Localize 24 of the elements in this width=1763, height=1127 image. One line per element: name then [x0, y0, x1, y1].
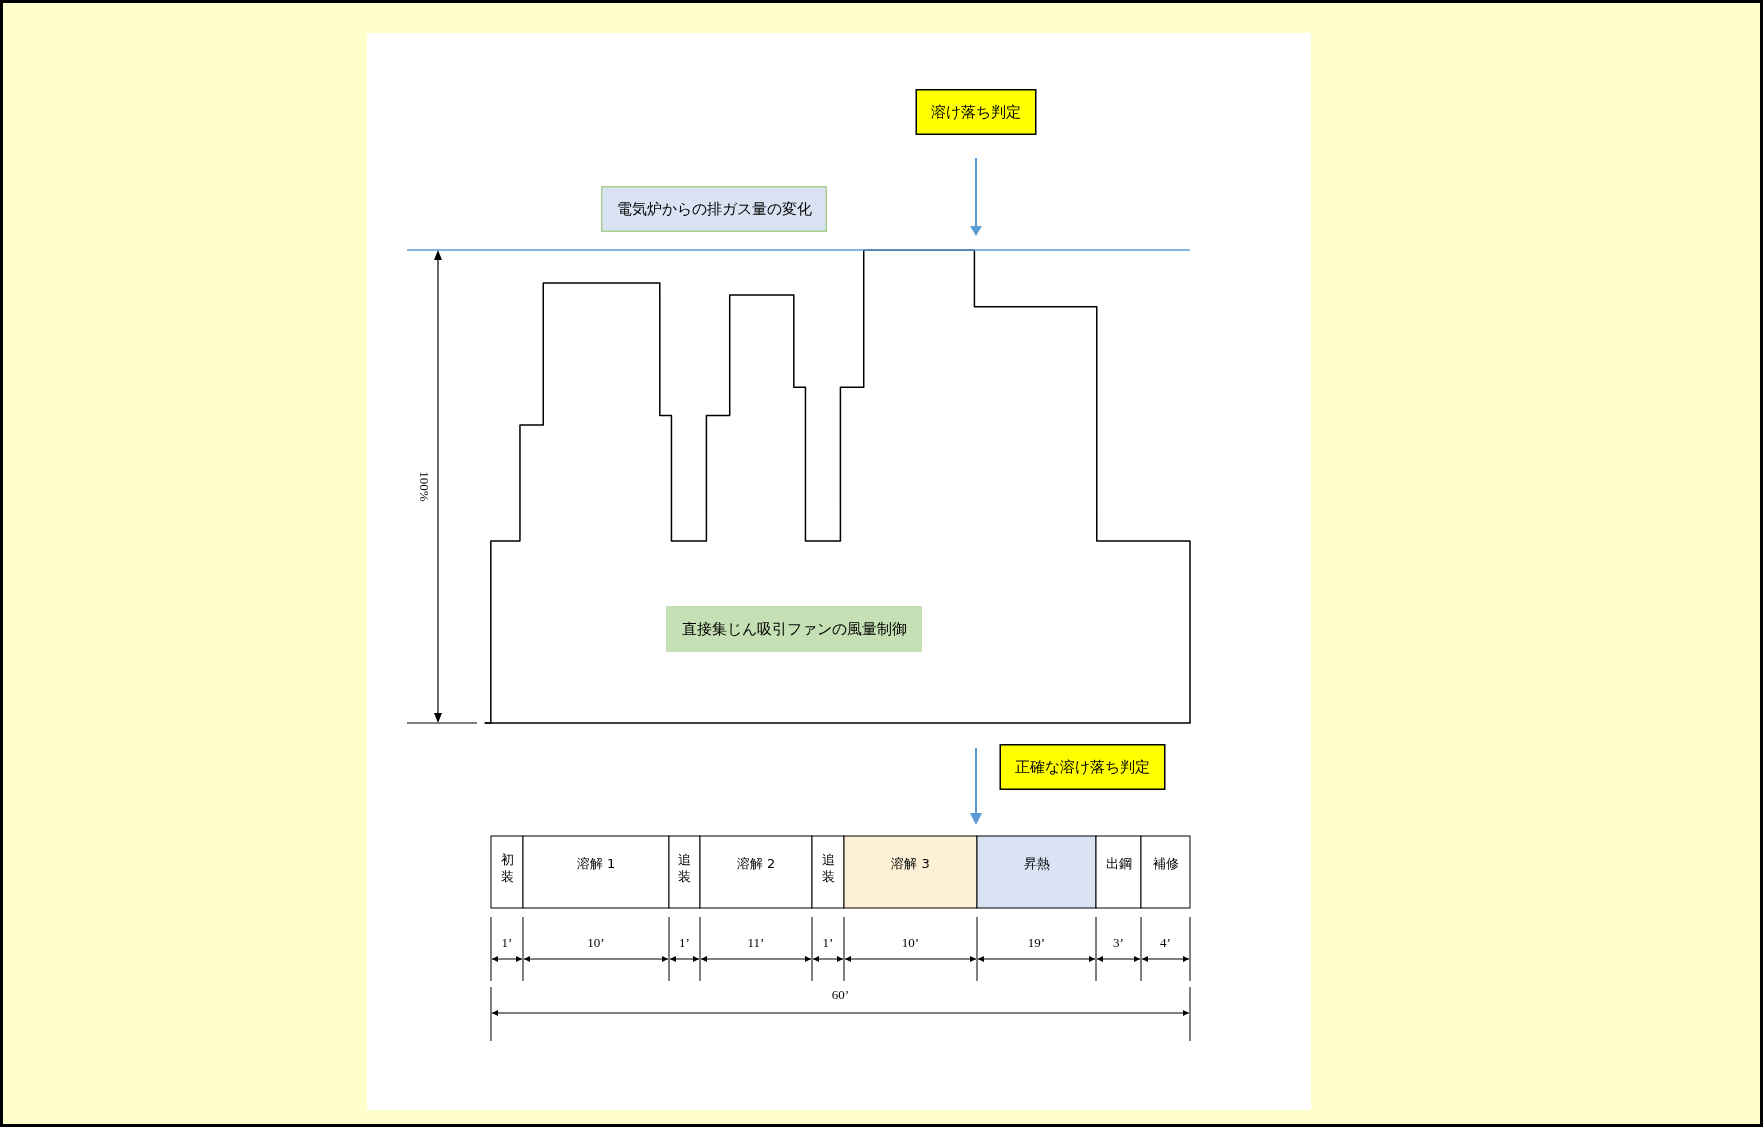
category-label: 溶解 2	[736, 856, 776, 871]
category-label: 昇熱	[1023, 856, 1050, 871]
category-label: 出鋼	[1105, 856, 1132, 871]
text: 1’	[822, 935, 834, 950]
text: 1’	[501, 935, 513, 950]
text: 4’	[1160, 935, 1171, 950]
category-label: 追装	[678, 852, 691, 884]
text: 10’	[587, 935, 605, 950]
category-label: 溶解 3	[891, 856, 930, 871]
category-label: 溶解 1	[576, 856, 616, 871]
text: 3’	[1113, 935, 1124, 950]
text: 10’	[901, 935, 920, 950]
text: 60’	[831, 987, 850, 1002]
text: 電気炉からの排ガス量の変化	[616, 200, 812, 218]
category-label: 補修	[1152, 856, 1179, 871]
text: 1’	[679, 935, 690, 950]
category-label: 追装	[821, 852, 835, 884]
text: 溶け落ち判定	[931, 103, 1021, 121]
category-label: 初装	[500, 852, 514, 884]
annotation: 直接集じん吸引ファンの風量制御	[681, 620, 907, 638]
text: 100%	[416, 471, 432, 502]
text: 19’	[1027, 935, 1046, 950]
text: 正確な溶け落ち判定	[1015, 758, 1150, 776]
text: 11’	[747, 935, 765, 950]
